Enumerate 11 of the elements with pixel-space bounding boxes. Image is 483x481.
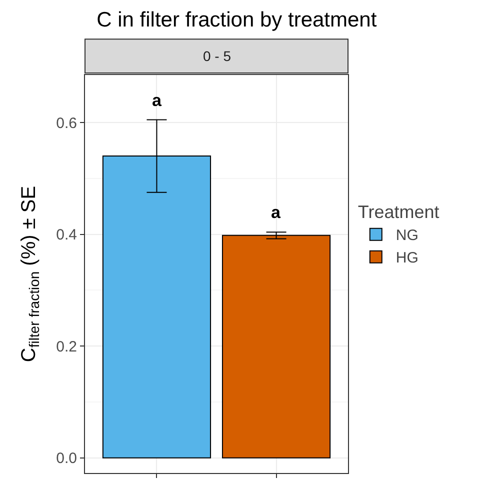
legend-title: Treatment [358, 202, 440, 222]
chart-title: C in filter fraction by treatment [96, 8, 377, 32]
legend-label: NG [396, 227, 418, 244]
text: 0 - 5 [203, 48, 232, 64]
y-tick-label: 0.0 [56, 450, 77, 468]
annotation: a [152, 91, 162, 110]
y-tick-label: 0.2 [56, 338, 77, 356]
y-tick-label: 0.4 [56, 226, 77, 244]
annotation: a [271, 203, 281, 222]
legend-label: HG [396, 250, 418, 267]
y-tick-label: 0.6 [56, 114, 77, 132]
